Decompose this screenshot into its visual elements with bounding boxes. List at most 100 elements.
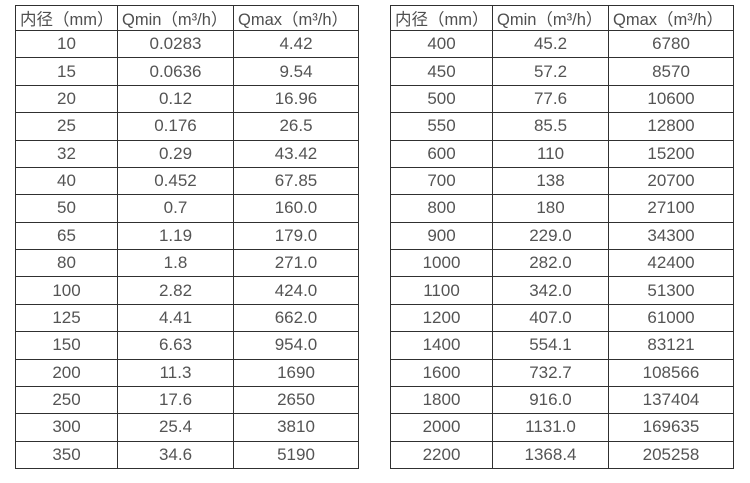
table-cell: 34.6 [117, 440, 234, 470]
table-cell: 8570 [608, 57, 734, 86]
table-cell: 108566 [608, 358, 734, 387]
table-body: 400 45.2 6780 450 57.2 8570 500 77.6 10600 550 85.… [390, 29, 734, 470]
table-cell: 40 [15, 166, 118, 196]
table-cell: 80 [15, 248, 118, 278]
table-row: 1400 554.1 83121 [390, 331, 734, 360]
table-row: 80 1.8 271.0 [15, 248, 359, 278]
table-cell: 61000 [608, 303, 734, 333]
table-row: 800 180 27100 [390, 194, 734, 223]
table-row: 500 77.6 10600 [390, 84, 734, 114]
table-cell: 25.4 [117, 413, 234, 442]
table-cell: 45.2 [492, 29, 609, 59]
header-cell-qmax: Qmax（m³/h） [233, 5, 359, 31]
table-cell: 179.0 [233, 221, 359, 251]
table-cell: 0.0283 [117, 29, 234, 59]
table-cell: 1368.4 [492, 440, 609, 470]
header-cell-qmin: Qmin（m³/h） [492, 5, 609, 31]
table-cell: 57.2 [492, 57, 609, 86]
table-cell: 2650 [233, 385, 359, 415]
table-cell: 4.42 [233, 29, 359, 59]
table-cell: 50 [15, 194, 118, 223]
table-cell: 342.0 [492, 276, 609, 305]
table-cell: 0.0636 [117, 57, 234, 86]
table-row: 350 34.6 5190 [15, 440, 359, 470]
table-cell: 83121 [608, 331, 734, 360]
table-row: 1200 407.0 61000 [390, 303, 734, 333]
table-row: 550 85.5 12800 [390, 112, 734, 141]
table-row: 25 0.176 26.5 [15, 112, 359, 141]
table-cell: 554.1 [492, 331, 609, 360]
table-cell: 800 [390, 194, 493, 223]
table-cell: 1.8 [117, 248, 234, 278]
table-cell: 700 [390, 166, 493, 196]
table-cell: 5190 [233, 440, 359, 470]
table-cell: 43.42 [233, 139, 359, 168]
table-cell: 500 [390, 84, 493, 114]
table-cell: 42400 [608, 248, 734, 278]
table-cell: 125 [15, 303, 118, 333]
table-cell: 34300 [608, 221, 734, 251]
table-cell: 550 [390, 112, 493, 141]
table-cell: 1200 [390, 303, 493, 333]
table-cell: 137404 [608, 385, 734, 415]
table-cell: 2.82 [117, 276, 234, 305]
table-cell: 424.0 [233, 276, 359, 305]
table-cell: 0.29 [117, 139, 234, 168]
table-body: 10 0.0283 4.42 15 0.0636 9.54 20 0.12 16.96 25 0.1… [15, 29, 359, 470]
table-row: 65 1.19 179.0 [15, 221, 359, 251]
header-cell-qmax: Qmax（m³/h） [608, 5, 734, 31]
table-header: 内径（mm） Qmin（m³/h） Qmax（m³/h） [15, 5, 359, 31]
table-row: 125 4.41 662.0 [15, 303, 359, 333]
table-cell: 1400 [390, 331, 493, 360]
table-cell: 15200 [608, 139, 734, 168]
table-cell: 32 [15, 139, 118, 168]
table-cell: 0.12 [117, 84, 234, 114]
table-cell: 0.176 [117, 112, 234, 141]
table-cell: 51300 [608, 276, 734, 305]
table-header: 内径（mm） Qmin（m³/h） Qmax（m³/h） [390, 5, 734, 31]
table-row: 200 11.3 1690 [15, 358, 359, 387]
table-cell: 250 [15, 385, 118, 415]
table-cell: 2200 [390, 440, 493, 470]
table-cell: 407.0 [492, 303, 609, 333]
table-cell: 271.0 [233, 248, 359, 278]
table-row: 100 2.82 424.0 [15, 276, 359, 305]
flow-spec-table-large-diameters: 内径（mm） Qmin（m³/h） Qmax（m³/h） 400 45.2 6780… [390, 5, 734, 470]
header-row: 内径（mm） Qmin（m³/h） Qmax（m³/h） [390, 5, 734, 31]
table-cell: 0.7 [117, 194, 234, 223]
table-cell: 300 [15, 413, 118, 442]
table-cell: 900 [390, 221, 493, 251]
table-row: 400 45.2 6780 [390, 29, 734, 59]
table-cell: 10 [15, 29, 118, 59]
table-cell: 9.54 [233, 57, 359, 86]
table-row: 1000 282.0 42400 [390, 248, 734, 278]
table-cell: 662.0 [233, 303, 359, 333]
table-cell: 1100 [390, 276, 493, 305]
table-cell: 6.63 [117, 331, 234, 360]
table-cell: 1690 [233, 358, 359, 387]
table-cell: 65 [15, 221, 118, 251]
table-cell: 150 [15, 331, 118, 360]
table-row: 20 0.12 16.96 [15, 84, 359, 114]
table-cell: 1000 [390, 248, 493, 278]
table-row: 150 6.63 954.0 [15, 331, 359, 360]
table-cell: 85.5 [492, 112, 609, 141]
table-cell: 10600 [608, 84, 734, 114]
table-row: 1100 342.0 51300 [390, 276, 734, 305]
table-cell: 205258 [608, 440, 734, 470]
table-cell: 200 [15, 358, 118, 387]
table-row: 250 17.6 2650 [15, 385, 359, 415]
header-cell-diameter: 内径（mm） [15, 5, 118, 31]
table-cell: 1131.0 [492, 413, 609, 442]
table-cell: 12800 [608, 112, 734, 141]
table-cell: 180 [492, 194, 609, 223]
table-cell: 732.7 [492, 358, 609, 387]
table-cell: 100 [15, 276, 118, 305]
table-cell: 138 [492, 166, 609, 196]
header-cell-diameter: 内径（mm） [390, 5, 493, 31]
table-cell: 15 [15, 57, 118, 86]
flow-spec-table-small-diameters: 内径（mm） Qmin（m³/h） Qmax（m³/h） 10 0.0283 4.4… [15, 5, 359, 470]
table-cell: 16.96 [233, 84, 359, 114]
table-cell: 11.3 [117, 358, 234, 387]
table-cell: 0.452 [117, 166, 234, 196]
